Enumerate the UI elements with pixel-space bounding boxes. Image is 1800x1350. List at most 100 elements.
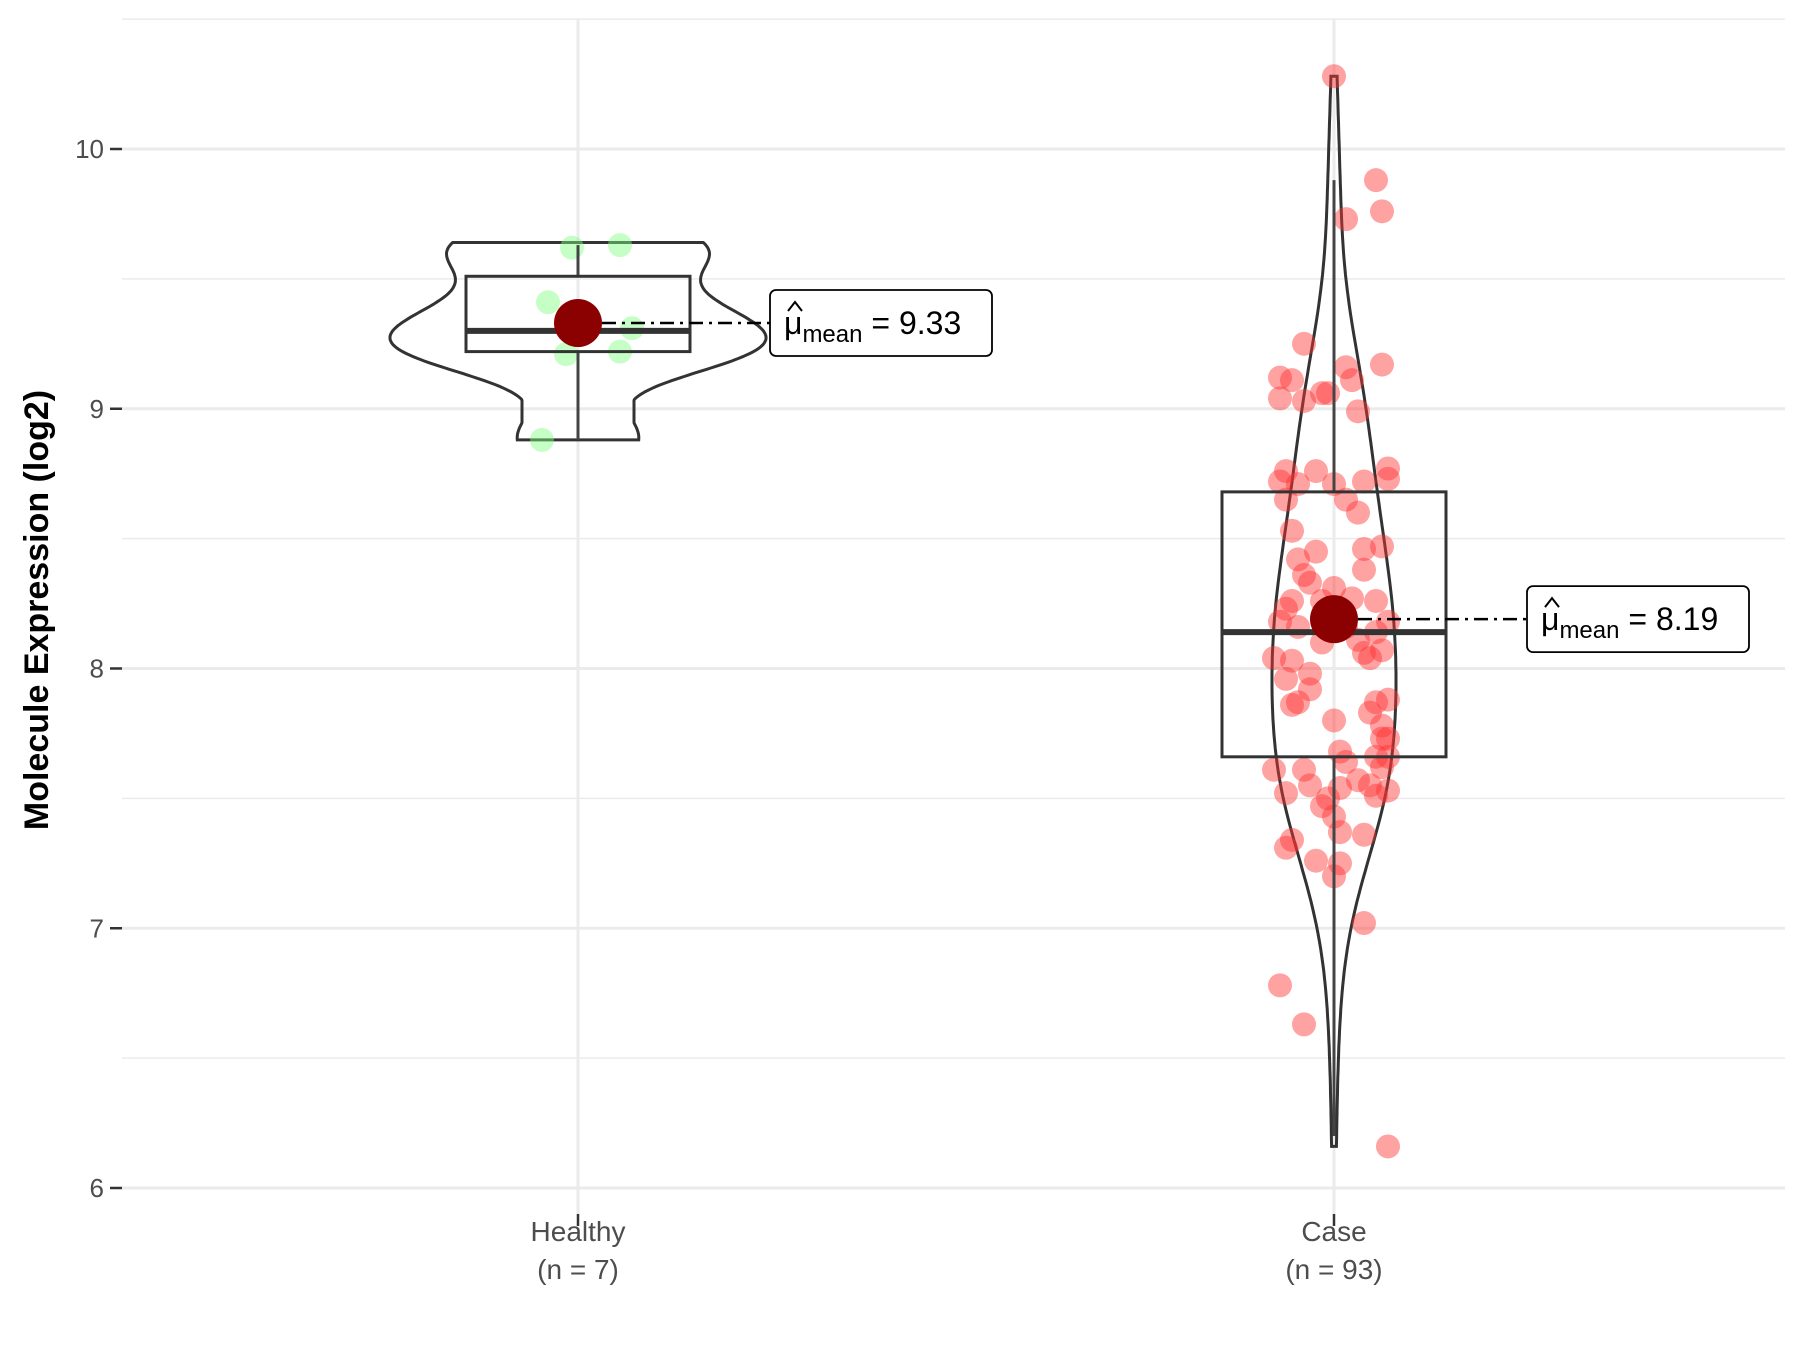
data-point-case [1304,459,1328,484]
data-point-healthy [554,342,578,367]
data-point-case [1322,575,1346,600]
data-point-case [1268,469,1292,494]
data-point-healthy [560,235,584,260]
data-point-case [1370,638,1394,663]
data-point-case [1364,783,1388,808]
data-point-case [1376,687,1400,712]
box-healthy [464,274,692,354]
mean-symbol: μ [784,305,802,341]
mean-label: μmean = 8.19 [1541,601,1718,644]
data-point-case [1352,537,1376,562]
mean-label-box [769,289,993,357]
data-point-case [1262,646,1286,671]
data-point-case [1358,646,1382,671]
data-point-case [1376,1134,1400,1159]
data-point-case [1370,713,1394,738]
data-points [530,64,1400,1159]
x-category-label: Healthy [531,1216,626,1247]
mean-point [1310,595,1358,644]
data-point-case [1376,609,1400,634]
mean-hat [787,300,803,312]
data-point-case [1340,368,1364,393]
data-point-case [1352,640,1376,665]
x-category-count: (n = 7) [537,1254,619,1285]
data-point-case [1370,352,1394,377]
y-axis-label: Molecule Expression (log2) [18,390,56,830]
mean-hat [1544,596,1560,608]
data-point-case [1280,518,1304,543]
data-point-case [1286,690,1310,715]
data-point-case [1358,773,1382,798]
mean-symbol: μ [1541,601,1559,637]
y-tick-label: 10 [75,134,104,164]
data-point-case [1376,466,1400,491]
data-point-case [1280,368,1304,393]
data-point-case [1358,700,1382,725]
data-point-case [1370,755,1394,780]
data-point-case [1286,547,1310,572]
data-point-case [1268,386,1292,411]
data-point-case [1352,911,1376,936]
y-tick-label: 7 [90,913,104,943]
data-point-case [1376,778,1400,803]
data-point-case [1364,588,1388,613]
x-category-label: Case [1301,1216,1366,1247]
data-point-case [1274,459,1298,484]
data-point-case [1346,500,1370,525]
box-case [1220,490,1448,759]
data-point-case [1352,469,1376,494]
data-point-healthy [530,427,554,452]
data-point-case [1334,207,1358,232]
data-point-case [1268,365,1292,390]
data-point-case [1346,399,1370,424]
data-point-case [1292,757,1316,782]
mean-point [554,299,602,348]
mean-value: = 8.19 [1619,601,1718,637]
data-point-case [1370,534,1394,559]
data-point-case [1364,690,1388,715]
data-point-case [1274,835,1298,860]
mean-label: μmean = 9.33 [784,305,961,348]
data-point-case [1280,692,1304,717]
data-point-case [1322,64,1346,89]
data-point-case [1274,781,1298,806]
data-point-case [1352,822,1376,847]
data-point-case [1334,487,1358,512]
data-point-case [1292,388,1316,413]
x-category-count: (n = 93) [1285,1254,1382,1285]
data-point-case [1274,596,1298,621]
mean-label-box [1526,585,1750,654]
data-point-case [1268,609,1292,634]
mean-value: = 9.33 [862,305,961,341]
data-point-case [1292,331,1316,356]
data-point-case [1370,199,1394,224]
data-point-case [1292,1012,1316,1037]
data-point-case [1310,381,1334,406]
data-point-case [1304,848,1328,873]
data-point-case [1304,539,1328,564]
data-point-case [1274,666,1298,691]
data-point-case [1268,973,1292,998]
data-point-case [1274,487,1298,512]
data-point-case [1286,472,1310,497]
data-point-case [1334,355,1358,380]
data-point-case [1310,794,1334,819]
data-point-case [1280,648,1304,673]
data-point-case [1322,708,1346,733]
axes: 6 7 8 9 10 Healthy (n = 7) Case (n = 93) [75,134,1383,1285]
violins [388,74,1398,1148]
data-point-case [1298,677,1322,702]
violin-healthy [388,241,768,442]
mean-subscript: mean [802,321,862,348]
data-point-case [1346,768,1370,793]
data-point-case [1352,557,1376,582]
data-point-case [1298,661,1322,686]
data-point-case [1298,570,1322,595]
data-point-case [1376,726,1400,751]
violin-case [1270,74,1398,1148]
data-point-case [1292,562,1316,587]
data-point-healthy [608,233,632,258]
data-point-case [1280,588,1304,613]
data-point-case [1376,456,1400,481]
